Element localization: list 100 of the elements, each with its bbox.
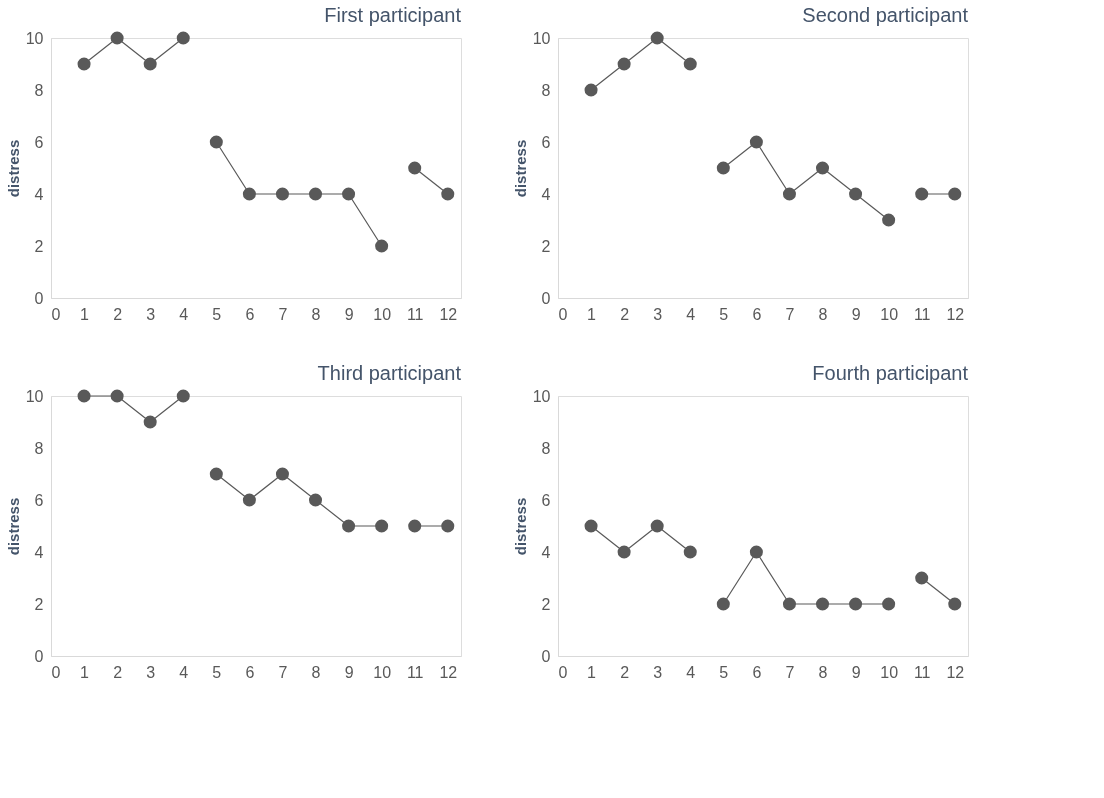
point: [716, 161, 730, 175]
x-tick-label: 4: [686, 305, 696, 323]
point: [342, 187, 356, 201]
x-tick-label: 7: [785, 305, 795, 323]
x-tick-label: 12: [439, 305, 458, 323]
x-tick-label: 8: [818, 305, 828, 323]
x-tick-label: 6: [245, 305, 255, 323]
y-tick-label: 6: [34, 133, 44, 151]
x-tick-label: 6: [752, 663, 762, 681]
point: [915, 187, 929, 201]
x-tick-label: 10: [373, 663, 392, 681]
point: [143, 415, 157, 429]
y-tick-label: 4: [34, 185, 44, 203]
x-tick-label: 3: [146, 305, 156, 323]
point: [617, 57, 631, 71]
x-tick-label: 11: [406, 305, 424, 323]
x-tick-label: 5: [212, 663, 222, 681]
point: [683, 545, 697, 559]
x-tick-label: 2: [113, 305, 123, 323]
y-tick-label: 8: [541, 439, 551, 457]
y-tick-label: 2: [541, 237, 551, 255]
y-tick-label: 10: [532, 387, 551, 405]
y-tick-label: 4: [541, 185, 551, 203]
point: [584, 83, 598, 97]
x-tick-label: 3: [653, 305, 663, 323]
y-tick-label: 2: [541, 595, 551, 613]
y-tick-label: 10: [532, 29, 551, 47]
x-tick-label: 9: [344, 305, 354, 323]
x-tick-label: 0: [558, 305, 568, 323]
point: [441, 187, 455, 201]
point: [749, 545, 763, 559]
x-tick-label: 11: [913, 305, 931, 323]
x-tick-label: 0: [51, 663, 61, 681]
x-tick-label: 4: [686, 663, 696, 681]
x-tick-label: 1: [587, 663, 597, 681]
point: [782, 187, 796, 201]
point: [77, 389, 91, 403]
y-tick-label: 0: [541, 289, 551, 307]
x-tick-label: 4: [179, 663, 189, 681]
point: [209, 135, 223, 149]
point: [948, 187, 962, 201]
point: [242, 493, 256, 507]
y-axis-title: distress: [511, 139, 529, 198]
point: [408, 161, 422, 175]
y-tick-label: 10: [25, 387, 44, 405]
y-tick-label: 2: [34, 595, 44, 613]
point: [375, 519, 389, 533]
y-tick-label: 0: [34, 647, 44, 665]
x-tick-label: 12: [439, 663, 458, 681]
point: [342, 519, 356, 533]
y-tick-label: 6: [541, 491, 551, 509]
chart-title: Third participant: [317, 362, 462, 384]
y-tick-label: 4: [34, 543, 44, 561]
x-tick-label: 2: [620, 663, 630, 681]
x-tick-label: 3: [653, 663, 663, 681]
y-tick-label: 0: [34, 289, 44, 307]
point: [782, 597, 796, 611]
x-tick-label: 10: [880, 663, 899, 681]
x-tick-label: 6: [752, 305, 762, 323]
x-tick-label: 0: [558, 663, 568, 681]
point: [275, 467, 289, 481]
y-tick-label: 8: [541, 81, 551, 99]
y-tick-label: 2: [34, 237, 44, 255]
point: [209, 467, 223, 481]
x-tick-label: 5: [212, 305, 222, 323]
x-tick-label: 11: [406, 663, 424, 681]
point: [749, 135, 763, 149]
point: [882, 213, 896, 227]
point: [309, 187, 323, 201]
x-tick-label: 12: [946, 663, 965, 681]
point: [110, 389, 124, 403]
x-tick-label: 9: [851, 305, 861, 323]
point: [110, 31, 124, 45]
y-tick-label: 4: [541, 543, 551, 561]
point: [77, 57, 91, 71]
x-tick-label: 0: [51, 305, 61, 323]
x-tick-label: 9: [851, 663, 861, 681]
point: [408, 519, 422, 533]
point: [882, 597, 896, 611]
point: [650, 31, 664, 45]
x-tick-label: 4: [179, 305, 189, 323]
point: [816, 597, 830, 611]
y-tick-label: 10: [25, 29, 44, 47]
x-tick-label: 10: [373, 305, 392, 323]
y-axis-title: distress: [4, 139, 22, 198]
x-tick-label: 8: [818, 663, 828, 681]
chart-title: First participant: [324, 4, 462, 26]
x-tick-label: 8: [311, 305, 321, 323]
x-tick-label: 1: [587, 305, 597, 323]
point: [584, 519, 598, 533]
x-tick-label: 7: [278, 663, 288, 681]
y-axis-title: distress: [4, 497, 22, 556]
point: [849, 187, 863, 201]
point: [617, 545, 631, 559]
point: [143, 57, 157, 71]
point: [816, 161, 830, 175]
x-tick-label: 5: [719, 663, 729, 681]
x-tick-label: 10: [880, 305, 899, 323]
point: [650, 519, 664, 533]
x-tick-label: 6: [245, 663, 255, 681]
